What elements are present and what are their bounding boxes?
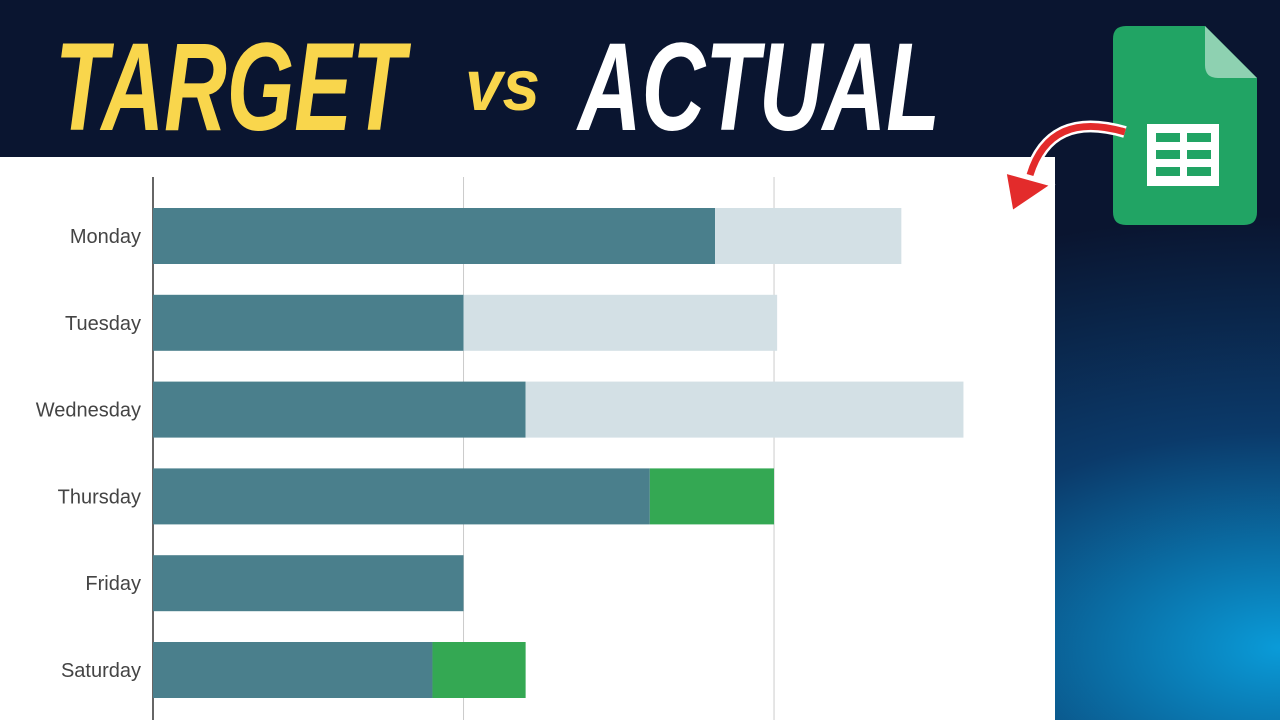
bar-segment <box>153 555 464 612</box>
bar-segment <box>715 208 902 264</box>
y-tick-label: Wednesday <box>36 400 141 422</box>
title-word: vs <box>465 46 540 126</box>
y-tick-label: Thursday <box>58 486 141 508</box>
y-tick-label: Saturday <box>61 660 141 682</box>
bar-segment <box>432 642 526 698</box>
bar-segment <box>649 468 775 525</box>
y-tick-label: Monday <box>70 226 141 248</box>
title-word: TARGET <box>55 18 412 157</box>
bar-segment <box>153 208 716 264</box>
y-tick-label: Friday <box>85 573 141 595</box>
bar-segment <box>153 642 433 698</box>
title-word: ACTUAL <box>576 18 940 157</box>
bar-segment <box>153 468 650 525</box>
bar-segment <box>153 294 464 351</box>
y-tick-label: Tuesday <box>65 313 141 335</box>
bar-segment <box>463 294 778 351</box>
plot: Monday Tuesday Wednesday Thursday Friday Satu… <box>36 177 964 720</box>
arrow <box>1003 120 1127 215</box>
bar-segment <box>153 381 526 438</box>
bar-segment <box>525 381 964 438</box>
sheets-icon <box>1113 26 1257 225</box>
